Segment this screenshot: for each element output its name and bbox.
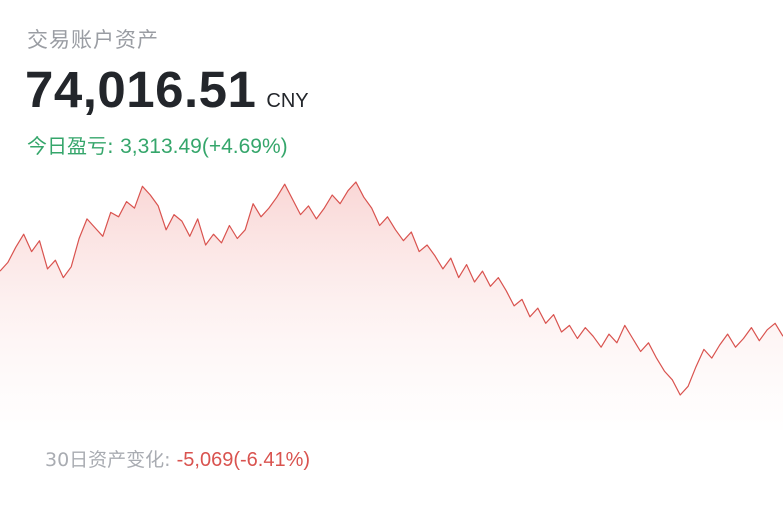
today-pl-label: 今日盈亏: — [27, 134, 121, 158]
chart-series-line — [0, 181, 783, 396]
change-30d: 30日资产变化: -5,069(-6.41%) — [45, 445, 310, 472]
account-title: 交易账户资产 — [27, 28, 159, 52]
chart-area-fill — [0, 182, 783, 430]
today-pl-value: 3,313.49(+4.69%) — [120, 135, 288, 158]
balance-currency: CNY — [266, 90, 309, 112]
balance-row: 74,016.51 CNY — [25, 60, 309, 119]
change-30d-value: -5,069(-6.41%) — [176, 449, 311, 471]
today-profit-loss: 今日盈亏: 3,313.49(+4.69%) — [27, 130, 288, 159]
asset-trend-chart — [0, 181, 783, 430]
change-30d-label: 30日资产变化: — [45, 449, 177, 471]
balance-value: 74,016.51 — [25, 61, 257, 118]
